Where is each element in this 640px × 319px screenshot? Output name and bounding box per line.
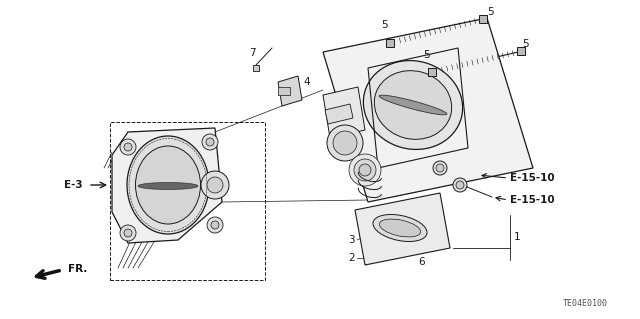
Polygon shape	[278, 76, 302, 106]
Text: E-3: E-3	[65, 180, 83, 190]
Ellipse shape	[373, 214, 427, 241]
Bar	[253, 65, 259, 71]
Circle shape	[359, 164, 371, 176]
Text: 5: 5	[381, 20, 388, 30]
Text: 5: 5	[487, 7, 493, 17]
Ellipse shape	[379, 95, 447, 115]
Circle shape	[124, 229, 132, 237]
Text: E-15-10: E-15-10	[510, 173, 555, 183]
Ellipse shape	[374, 70, 452, 139]
Ellipse shape	[364, 61, 463, 149]
Circle shape	[433, 161, 447, 175]
Text: 6: 6	[418, 257, 424, 267]
Circle shape	[354, 159, 376, 181]
Circle shape	[453, 178, 467, 192]
Ellipse shape	[127, 136, 209, 234]
Text: 5: 5	[522, 39, 529, 49]
Bar	[479, 15, 487, 23]
Circle shape	[202, 134, 218, 150]
Ellipse shape	[136, 146, 200, 224]
Circle shape	[124, 143, 132, 151]
Text: 3: 3	[348, 235, 355, 245]
Text: 5: 5	[424, 50, 430, 60]
Polygon shape	[323, 87, 365, 138]
Polygon shape	[112, 128, 222, 243]
Circle shape	[327, 125, 363, 161]
Polygon shape	[355, 193, 450, 265]
Circle shape	[333, 131, 357, 155]
Text: 4: 4	[303, 77, 310, 87]
Circle shape	[207, 217, 223, 233]
Bar	[517, 47, 525, 55]
Circle shape	[456, 181, 464, 189]
Circle shape	[207, 177, 223, 193]
Text: 7: 7	[249, 48, 255, 58]
Text: 2: 2	[348, 253, 355, 263]
Bar	[428, 68, 436, 76]
Polygon shape	[323, 18, 533, 202]
Circle shape	[120, 225, 136, 241]
Circle shape	[349, 154, 381, 186]
Text: 1: 1	[514, 232, 520, 242]
Ellipse shape	[380, 219, 420, 237]
Ellipse shape	[138, 182, 198, 189]
Circle shape	[436, 164, 444, 172]
Circle shape	[120, 139, 136, 155]
Circle shape	[201, 171, 229, 199]
Bar	[278, 87, 290, 95]
Bar	[386, 39, 394, 47]
Polygon shape	[325, 104, 353, 124]
Circle shape	[211, 221, 219, 229]
Text: FR.: FR.	[68, 264, 88, 274]
Text: TE04E0100: TE04E0100	[563, 299, 608, 308]
Text: E-15-10: E-15-10	[510, 195, 555, 205]
Bar	[110, 122, 265, 280]
Circle shape	[206, 138, 214, 146]
